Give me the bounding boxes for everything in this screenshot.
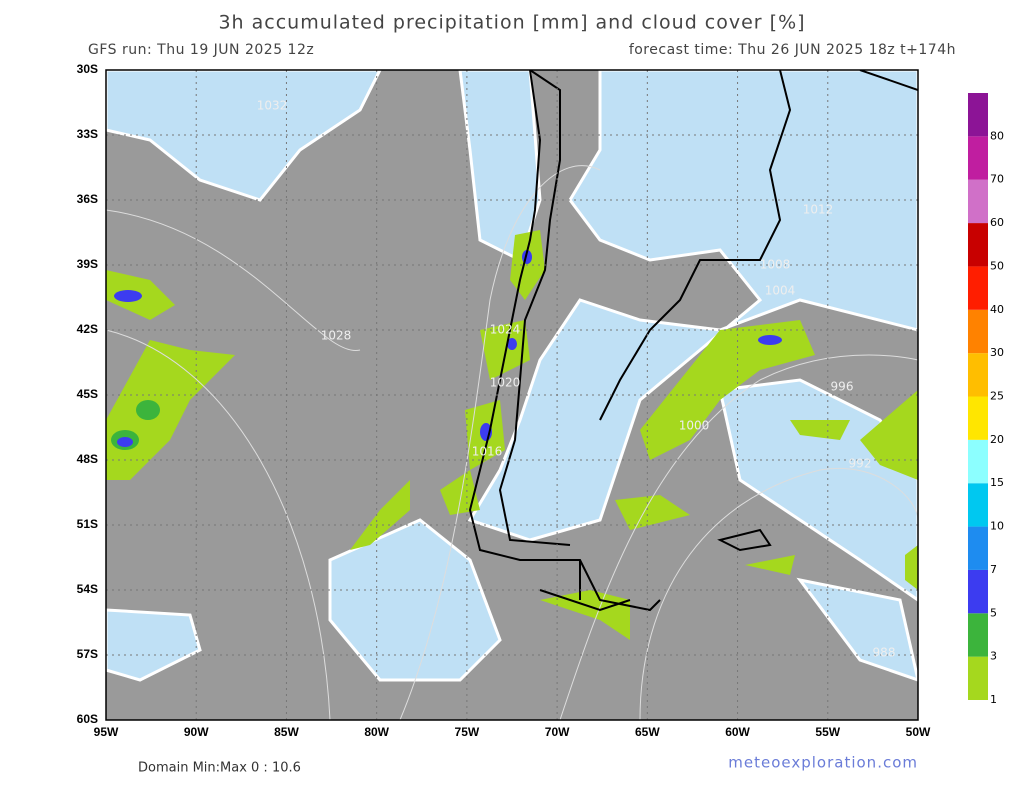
isobar-label: 1020 bbox=[490, 376, 521, 390]
lat-label: 51S bbox=[77, 517, 98, 531]
colorbar-label: 25 bbox=[990, 390, 1004, 403]
lon-label: 50W bbox=[906, 725, 931, 739]
isobar-label: 992 bbox=[849, 457, 872, 471]
lat-label: 30S bbox=[77, 62, 98, 76]
lat-label: 45S bbox=[77, 387, 98, 401]
colorbar-label: 70 bbox=[990, 173, 1004, 186]
colorbar-label: 5 bbox=[990, 606, 997, 619]
colorbar-label: 3 bbox=[990, 650, 997, 663]
colorbar-label: 1 bbox=[990, 693, 997, 706]
colorbar-label: 10 bbox=[990, 520, 1004, 533]
lat-label: 33S bbox=[77, 127, 98, 141]
colorbar-segment bbox=[968, 266, 988, 310]
lon-label: 70W bbox=[545, 725, 570, 739]
colorbar-label: 60 bbox=[990, 216, 1004, 229]
colorbar-segment bbox=[968, 179, 988, 224]
colorbar-label: 80 bbox=[990, 129, 1004, 142]
graticule bbox=[106, 70, 918, 720]
isobar-label: 1016 bbox=[472, 445, 503, 459]
map: 1032 1028 1024 1020 1016 1012 1008 1004 1000 996 9… bbox=[106, 70, 918, 720]
isobar-label: 1032 bbox=[257, 99, 288, 113]
isobar-label: 1004 bbox=[765, 284, 796, 298]
colorbar-segment bbox=[968, 483, 988, 527]
colorbar-label: 30 bbox=[990, 346, 1004, 359]
colorbar-segment bbox=[968, 396, 988, 440]
domain-minmax: Domain Min:Max 0 : 10.6 bbox=[138, 761, 301, 776]
isobar-label: 1012 bbox=[803, 203, 834, 217]
site: meteoexploration.com bbox=[728, 754, 918, 772]
isobar-label: 1000 bbox=[679, 419, 710, 433]
title: 3h accumulated precipitation [mm] and cl… bbox=[218, 12, 805, 34]
colorbar-segment bbox=[968, 136, 988, 180]
lat-label: 57S bbox=[77, 647, 98, 661]
lat-label: 48S bbox=[77, 452, 98, 466]
colorbar-segment bbox=[968, 526, 988, 570]
isobar-label: 996 bbox=[831, 380, 854, 394]
colorbar-segment bbox=[968, 309, 988, 354]
lon-label: 80W bbox=[364, 725, 389, 739]
lat-label: 60S bbox=[77, 712, 98, 726]
colorbar-segment bbox=[968, 569, 988, 614]
colorbar-segment bbox=[968, 223, 988, 267]
lon-label: 75W bbox=[455, 725, 480, 739]
lon-label: 55W bbox=[815, 725, 840, 739]
lat-label: 39S bbox=[77, 257, 98, 271]
colorbar-label: 50 bbox=[990, 259, 1004, 272]
precipitation bbox=[106, 230, 918, 640]
run-time: GFS run: Thu 19 JUN 2025 12z bbox=[88, 42, 314, 58]
isobars bbox=[106, 165, 918, 720]
colorbar-segment bbox=[968, 353, 988, 397]
map-frame bbox=[105, 69, 919, 721]
forecast-time: forecast time: Thu 26 JUN 2025 18z t+174… bbox=[629, 42, 956, 58]
colorbar-segment bbox=[968, 439, 988, 484]
lat-label: 36S bbox=[77, 192, 98, 206]
isobar-labels: 1032 1028 1024 1020 1016 1012 1008 1004 1000 996 9… bbox=[257, 99, 896, 660]
lon-label: 95W bbox=[94, 725, 119, 739]
isobar-label: 1008 bbox=[760, 258, 791, 272]
lon-label: 90W bbox=[184, 725, 209, 739]
lat-label: 42S bbox=[77, 322, 98, 336]
lat-label: 54S bbox=[77, 582, 98, 596]
isobar-label: 1028 bbox=[321, 329, 352, 343]
lon-label: 85W bbox=[274, 725, 299, 739]
colorbar-label: 40 bbox=[990, 303, 1004, 316]
colorbar-label: 20 bbox=[990, 433, 1004, 446]
colorbar-segment bbox=[968, 613, 988, 657]
coastline bbox=[468, 70, 918, 612]
isobar-label: 988 bbox=[873, 646, 896, 660]
lon-label: 60W bbox=[725, 725, 750, 739]
colorbar-label: 15 bbox=[990, 476, 1004, 489]
colorbar-label: 7 bbox=[990, 563, 997, 576]
colorbar-segment bbox=[968, 93, 988, 137]
lon-label: 65W bbox=[635, 725, 660, 739]
colorbar-segment bbox=[968, 656, 988, 700]
isobar-label: 1024 bbox=[490, 323, 521, 337]
